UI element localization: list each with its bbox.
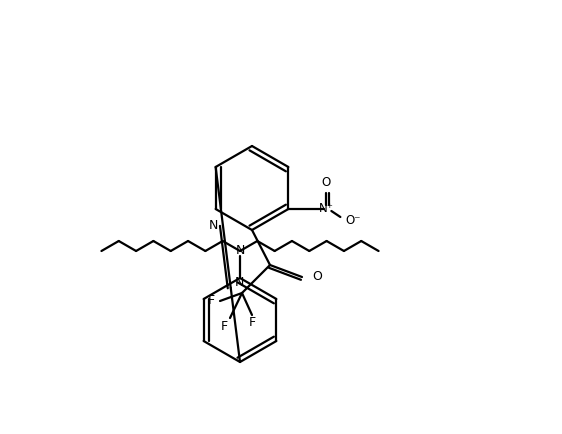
Text: O⁻: O⁻ [346, 214, 361, 227]
Text: N: N [235, 276, 244, 289]
Text: F: F [248, 316, 256, 329]
Text: N: N [209, 219, 218, 232]
Text: O: O [322, 175, 331, 188]
Text: F: F [220, 319, 228, 332]
Text: F: F [207, 295, 215, 308]
Text: N⁺: N⁺ [319, 203, 334, 216]
Text: O: O [312, 270, 322, 283]
Text: N: N [235, 244, 244, 257]
